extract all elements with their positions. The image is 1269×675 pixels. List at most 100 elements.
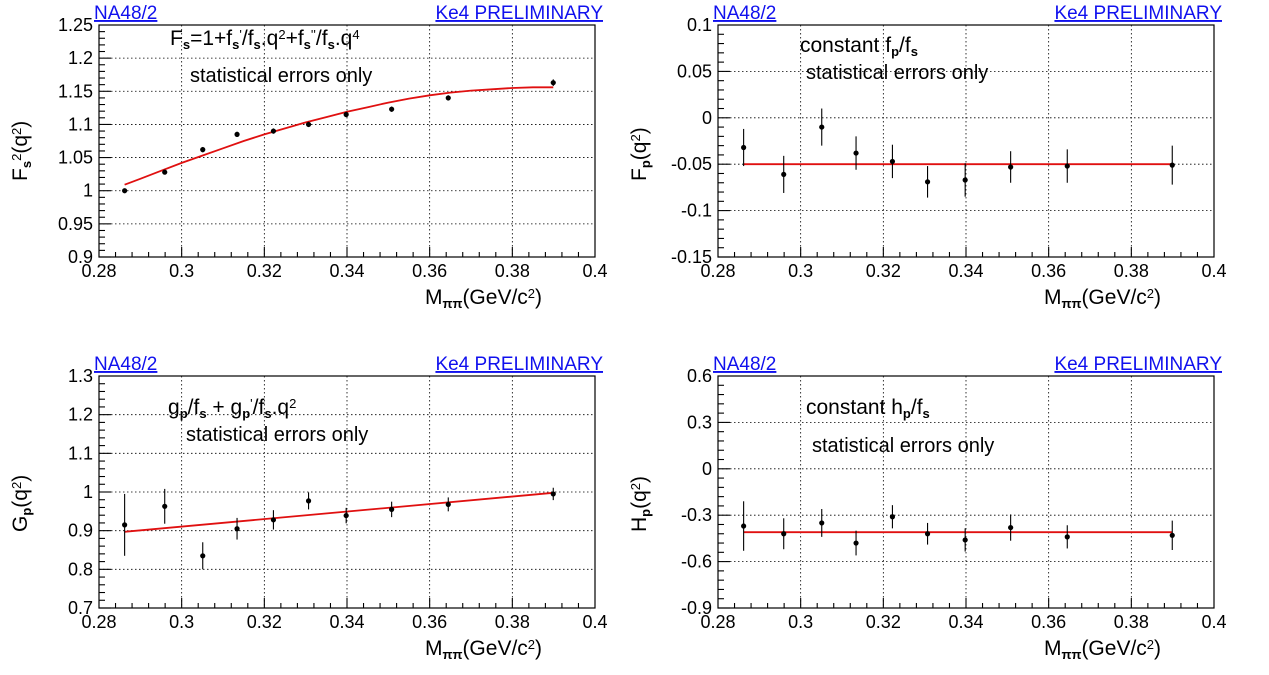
y-axis-title-part: 2: [9, 154, 24, 161]
fit-formula-part: /f: [253, 396, 265, 419]
data-point: [122, 188, 128, 194]
x-axis-title: Mππ(GeV/c2): [425, 637, 542, 662]
x-axis-title-part: ππ: [1062, 647, 1082, 662]
y-tick-label: 1.05: [58, 148, 93, 168]
data-point: [962, 528, 968, 552]
y-tick-label: -0.3: [681, 505, 712, 525]
x-axis-title-part: M: [425, 286, 443, 309]
fit-formula-part: s: [254, 37, 261, 52]
x-tick-label: 0.34: [329, 612, 364, 632]
header-right: Ke4 PRELIMINARY: [1054, 354, 1222, 375]
data-point: [853, 136, 859, 170]
x-axis-title-part: M: [1044, 286, 1062, 309]
point-marker: [343, 512, 349, 519]
x-tick-label: 0.36: [1031, 261, 1066, 281]
x-tick-label: 0.32: [247, 261, 282, 281]
point-marker: [305, 498, 312, 504]
data-point: [162, 169, 168, 175]
point-marker: [550, 491, 556, 497]
fit-formula-part: + g: [207, 396, 243, 419]
fit-formula-part: p: [891, 44, 899, 59]
x-axis-title-part: ): [535, 286, 542, 309]
point-marker: [234, 131, 240, 137]
x-tick-label: 0.38: [1114, 612, 1149, 632]
y-tick-label: 1: [83, 482, 93, 502]
y-axis-title-part: p: [19, 508, 34, 516]
data-point: [234, 517, 240, 540]
x-tick-label: 0.32: [866, 612, 901, 632]
x-tick-label: 0.36: [412, 261, 447, 281]
point-marker: [924, 179, 931, 185]
point-marker: [389, 106, 395, 112]
y-tick-label: 0.9: [68, 521, 93, 541]
annotation: statistical errors only: [186, 424, 368, 446]
fit-formula-part: constant h: [806, 396, 903, 419]
point-marker: [1064, 163, 1070, 169]
x-axis-title: Mππ(GeV/c2): [1044, 637, 1161, 662]
panel-3: 0.28 0.3 0.32 0.34 0.36 0.38 0.4 0.7 0.8 0.9 1 1.1 1…: [9, 354, 608, 662]
x-tick-label: 0.36: [1031, 612, 1066, 632]
panel-4: 0.28 0.3 0.32 0.34 0.36 0.38 0.4-0.9-0.6-0.300…: [628, 354, 1227, 662]
point-marker: [819, 124, 825, 130]
data-point: [550, 79, 556, 86]
data-point: [343, 111, 349, 118]
fit-formula-part: p: [180, 406, 188, 421]
x-axis-title-part: 2: [1147, 286, 1154, 301]
fit-formula-part: s: [328, 37, 335, 52]
point-marker: [122, 188, 128, 194]
data-point: [924, 522, 931, 545]
fit-formula-part: +f: [286, 27, 304, 50]
x-axis-title-part: ): [1154, 637, 1161, 660]
panel-1: 0.28 0.3 0.32 0.34 0.36 0.38 0.4 0.9 0.95 1 1.05 1.…: [9, 3, 608, 311]
data-point: [305, 492, 312, 510]
data-point: [122, 493, 128, 556]
x-axis-title-part: 2: [1147, 637, 1154, 652]
x-tick-label: 0.3: [169, 612, 194, 632]
x-axis-title-part: ): [1154, 286, 1161, 309]
y-tick-label: 1.2: [68, 405, 93, 425]
data-point: [1064, 525, 1070, 549]
header-right: Ke4 PRELIMINARY: [435, 354, 603, 375]
data-point: [1008, 514, 1014, 541]
point-marker: [741, 523, 747, 529]
y-tick-label: 0: [702, 459, 712, 479]
y-tick-label: 0.05: [677, 61, 712, 81]
data-point: [889, 144, 896, 179]
fit-formula-part: s: [199, 406, 206, 421]
point-marker: [550, 80, 556, 86]
x-tick-label: 0.4: [1201, 261, 1226, 281]
fit-formula-part: s: [264, 406, 271, 421]
data-point: [234, 131, 240, 138]
header-right: Ke4 PRELIMINARY: [1054, 3, 1222, 24]
y-tick-label: 0.95: [58, 214, 93, 234]
x-tick-label: 0.3: [169, 261, 194, 281]
point-marker: [1008, 524, 1014, 531]
y-axis-title-part: G: [9, 516, 32, 532]
data-point: [445, 95, 451, 101]
data-point: [200, 542, 206, 570]
x-axis-title-part: (GeV/c: [462, 286, 527, 309]
x-tick-label: 0.3: [788, 261, 813, 281]
fit-formula: Fs=1+fs'/fs.q2+fs''/fs.q4: [170, 27, 360, 52]
point-marker: [343, 111, 349, 118]
x-tick-label: 0.34: [948, 612, 983, 632]
point-marker: [781, 531, 787, 537]
fit-formula-part: constant f: [800, 34, 891, 57]
x-tick-label: 0.4: [582, 612, 607, 632]
fit-formula-part: '': [311, 27, 316, 42]
y-axis-title-part: (q: [9, 135, 32, 154]
y-axis-title: Gp(q2): [9, 475, 34, 532]
point-marker: [162, 503, 168, 509]
x-axis-title-part: (GeV/c: [1081, 286, 1146, 309]
x-axis-title: Mππ(GeV/c2): [425, 286, 542, 311]
header-left: NA48/2: [94, 354, 157, 375]
point-marker: [389, 506, 395, 512]
data-point: [781, 518, 787, 550]
x-tick-label: 0.28: [81, 612, 116, 632]
y-tick-label: -0.1: [681, 201, 712, 221]
x-axis-title-part: (GeV/c: [1081, 637, 1146, 660]
fit-formula-part: .q: [335, 27, 353, 50]
y-tick-label: 1.1: [68, 114, 93, 134]
point-marker: [1169, 532, 1175, 538]
